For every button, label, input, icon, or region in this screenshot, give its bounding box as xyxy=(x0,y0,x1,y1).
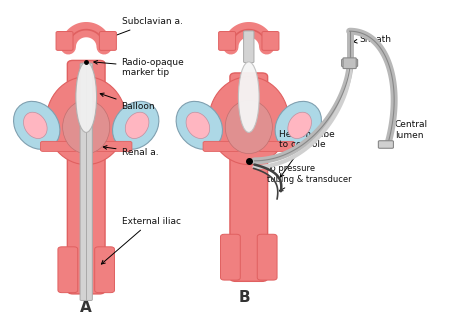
FancyBboxPatch shape xyxy=(262,31,279,50)
Ellipse shape xyxy=(46,77,126,165)
Text: External iliac: External iliac xyxy=(101,217,181,264)
FancyBboxPatch shape xyxy=(203,142,239,151)
FancyBboxPatch shape xyxy=(230,73,268,281)
FancyBboxPatch shape xyxy=(378,141,393,148)
FancyBboxPatch shape xyxy=(67,60,105,294)
Ellipse shape xyxy=(125,112,149,139)
Ellipse shape xyxy=(186,112,210,139)
FancyBboxPatch shape xyxy=(257,234,277,280)
Text: B: B xyxy=(238,290,250,306)
FancyBboxPatch shape xyxy=(244,31,254,63)
Ellipse shape xyxy=(176,101,222,149)
FancyBboxPatch shape xyxy=(220,234,240,280)
FancyBboxPatch shape xyxy=(95,247,115,293)
Ellipse shape xyxy=(76,62,97,132)
Ellipse shape xyxy=(63,100,110,154)
Text: Helium tube
to console: Helium tube to console xyxy=(279,130,335,177)
Text: To pressure
tubing & transducer: To pressure tubing & transducer xyxy=(267,164,351,191)
Ellipse shape xyxy=(275,101,321,149)
FancyBboxPatch shape xyxy=(56,31,73,50)
Text: Renal a.: Renal a. xyxy=(103,146,158,156)
Text: Sheath: Sheath xyxy=(354,35,392,44)
Ellipse shape xyxy=(225,100,273,154)
Ellipse shape xyxy=(112,101,159,149)
FancyBboxPatch shape xyxy=(40,142,77,151)
FancyBboxPatch shape xyxy=(258,142,294,151)
Ellipse shape xyxy=(209,77,289,165)
FancyBboxPatch shape xyxy=(342,59,357,67)
FancyBboxPatch shape xyxy=(219,31,236,50)
Text: Balloon: Balloon xyxy=(100,93,155,111)
FancyBboxPatch shape xyxy=(100,31,117,50)
Ellipse shape xyxy=(288,112,311,139)
Text: Subclavian a.: Subclavian a. xyxy=(105,17,182,40)
Text: A: A xyxy=(80,300,92,315)
Ellipse shape xyxy=(14,101,60,149)
Ellipse shape xyxy=(24,112,47,139)
FancyBboxPatch shape xyxy=(343,58,356,69)
FancyBboxPatch shape xyxy=(80,63,92,301)
Text: Radio-opaque
marker tip: Radio-opaque marker tip xyxy=(94,58,184,77)
FancyBboxPatch shape xyxy=(96,142,132,151)
FancyBboxPatch shape xyxy=(58,247,78,293)
Ellipse shape xyxy=(238,62,259,132)
Text: Central
lumen: Central lumen xyxy=(389,121,428,140)
